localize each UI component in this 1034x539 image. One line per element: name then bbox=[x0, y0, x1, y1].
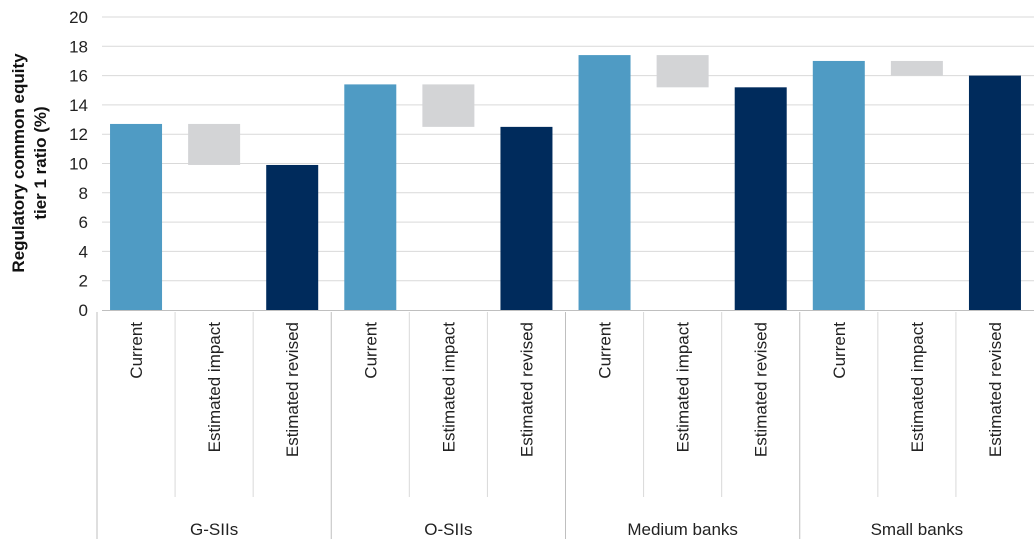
bar-o-siis-impact bbox=[422, 84, 475, 127]
y-tick-label: 20 bbox=[69, 8, 88, 27]
bar-g-siis-revised bbox=[266, 164, 319, 310]
y-tick-label: 14 bbox=[69, 96, 88, 115]
x-category-label: Current bbox=[127, 322, 146, 379]
y-tick-label: 2 bbox=[79, 272, 88, 291]
grid-lines bbox=[102, 16, 1034, 282]
group-label: Medium banks bbox=[627, 520, 738, 539]
group-label: G-SIIs bbox=[190, 520, 238, 539]
y-tick-label: 12 bbox=[69, 125, 88, 144]
x-category-label: Estimated impact bbox=[439, 322, 458, 453]
bar-medium-banks-current bbox=[578, 55, 631, 311]
group-label: O-SIIs bbox=[424, 520, 472, 539]
bars bbox=[110, 55, 1021, 311]
y-tick-label: 16 bbox=[69, 67, 88, 86]
group-label: Small banks bbox=[871, 520, 964, 539]
y-axis-title-line-1: Regulatory common equity bbox=[9, 53, 28, 273]
x-category-label: Estimated revised bbox=[283, 322, 302, 457]
bar-small-banks-revised bbox=[968, 75, 1021, 310]
x-category-label: Estimated revised bbox=[752, 322, 771, 457]
x-category-label: Estimated impact bbox=[674, 322, 693, 453]
y-tick-label: 10 bbox=[69, 155, 88, 174]
x-category-label: Current bbox=[596, 322, 615, 379]
bar-small-banks-current bbox=[812, 60, 865, 311]
bar-small-banks-impact bbox=[890, 60, 943, 76]
x-category-label: Estimated impact bbox=[908, 322, 927, 453]
y-axis-ticks: 0 2 4 6 8 10 12 14 16 18 20 bbox=[69, 8, 88, 320]
x-category-label: Current bbox=[361, 322, 380, 379]
bar-o-siis-current bbox=[344, 84, 397, 310]
x-axis bbox=[96, 310, 1034, 539]
bar-o-siis-revised bbox=[500, 126, 553, 310]
bar-medium-banks-revised bbox=[734, 87, 787, 310]
y-tick-label: 6 bbox=[79, 213, 88, 232]
bar-medium-banks-impact bbox=[656, 55, 709, 88]
y-axis-title-line-2: tier 1 ratio (%) bbox=[31, 106, 50, 219]
x-category-label: Current bbox=[830, 322, 849, 379]
y-axis-title: Regulatory common equity tier 1 ratio (%… bbox=[9, 53, 50, 273]
bar-g-siis-current bbox=[110, 123, 163, 310]
y-tick-label: 0 bbox=[79, 301, 88, 320]
category-labels: Current Estimated impact Estimated revised… bbox=[127, 322, 1005, 457]
group-labels: G-SIIs O-SIIs Medium banks Small banks bbox=[190, 520, 963, 539]
bar-g-siis-impact bbox=[188, 123, 241, 165]
y-tick-label: 18 bbox=[69, 37, 88, 56]
x-category-label: Estimated impact bbox=[205, 322, 224, 453]
x-category-label: Estimated revised bbox=[517, 322, 536, 457]
x-category-label: Estimated revised bbox=[986, 322, 1005, 457]
y-tick-label: 4 bbox=[79, 242, 88, 261]
y-tick-label: 8 bbox=[79, 184, 88, 203]
